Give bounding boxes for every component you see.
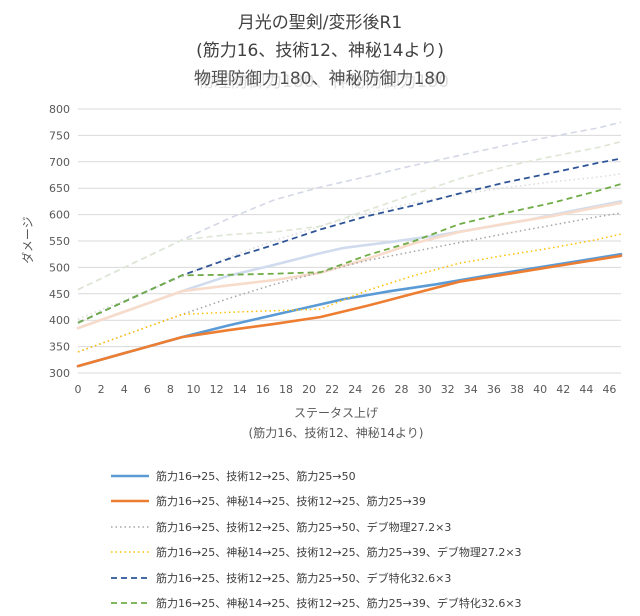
y-tick-label: 450: [49, 288, 70, 301]
y-tick-label: 750: [49, 129, 70, 142]
y-tick-label: 550: [49, 235, 70, 248]
legend-item: 筋力16→25、神秘14→25、技術12→25、筋力25→39、デブ特化32.6…: [110, 591, 630, 616]
legend-swatch: [110, 497, 150, 505]
series-line-3: [78, 234, 621, 352]
x-tick-label: 8: [167, 383, 174, 396]
y-tick-label: 350: [49, 341, 70, 354]
series-line-1: [78, 256, 621, 366]
legend-label: 筋力16→25、技術12→25、筋力25→50、デブ特化32.6×3: [156, 570, 451, 586]
x-tick-label: 30: [418, 383, 432, 396]
series-lines: [78, 122, 621, 366]
x-tick-label: 24: [348, 383, 362, 396]
legend-item: 筋力16→25、技術12→25、筋力25→50: [110, 463, 630, 489]
y-tick-labels: 300 350 400 450 500 550 600 650 700 750 800: [49, 103, 70, 380]
x-tick-label: 6: [144, 383, 151, 396]
legend-swatch: [110, 523, 150, 531]
x-tick-label: 18: [279, 383, 293, 396]
y-tick-label: 500: [49, 261, 70, 274]
x-tick-label: 38: [510, 383, 524, 396]
x-tick-label: 2: [98, 383, 105, 396]
x-axis-label-2: (筋力16、技術12、神秘14より): [249, 425, 424, 440]
x-axis-label: ステータス上げ: [294, 406, 378, 420]
gridlines: [78, 109, 621, 373]
x-tick-label: 36: [487, 383, 501, 396]
legend-swatch: [110, 599, 150, 607]
legend-item: 筋力16→25、技術12→25、筋力25→50、デブ特化32.6×3: [110, 565, 630, 591]
x-tick-label: 0: [75, 383, 82, 396]
legend-item: 筋力16→25、神秘14→25、技術12→25、筋力25→39: [110, 489, 630, 515]
x-tick-label: 16: [256, 383, 270, 396]
legend-label: 筋力16→25、技術12→25、筋力25→50: [156, 468, 356, 484]
x-tick-label: 26: [371, 383, 385, 396]
y-tick-label: 800: [49, 103, 70, 116]
series-line-2: [78, 213, 621, 352]
y-tick-label: 600: [49, 209, 70, 222]
legend-item: 筋力16→25、神秘14→25、技術12→25、筋力25→39、デブ物理27.2…: [110, 540, 630, 566]
series-line-5: [78, 184, 621, 323]
y-tick-label: 700: [49, 156, 70, 169]
legend-swatch: [110, 472, 150, 480]
legend-swatch: [110, 548, 150, 556]
x-tick-label: 22: [325, 383, 339, 396]
x-tick-label: 14: [233, 383, 247, 396]
x-tick-label: 34: [464, 383, 478, 396]
legend-swatch: [110, 574, 150, 582]
x-tick-label: 20: [302, 383, 316, 396]
legend: 筋力16→25、技術12→25、筋力25→50 筋力16→25、神秘14→25、技…: [110, 463, 630, 616]
legend-label: 筋力16→25、神秘14→25、技術12→25、筋力25→39、デブ物理27.2…: [156, 544, 522, 560]
y-tick-label: 400: [49, 314, 70, 327]
x-tick-label: 44: [579, 383, 593, 396]
x-tick-label: 12: [210, 383, 224, 396]
x-tick-label: 10: [187, 383, 201, 396]
y-tick-label: 650: [49, 182, 70, 195]
x-tick-label: 32: [441, 383, 455, 396]
y-tick-label: 300: [49, 367, 70, 380]
legend-item: 筋力16→25、技術12→25、筋力25→50、デブ物理27.2×3: [110, 514, 630, 540]
y-axis-label: ダメージ: [20, 216, 35, 263]
legend-label: 筋力16→25、技術12→25、筋力25→50、デブ物理27.2×3: [156, 519, 451, 535]
legend-label: 筋力16→25、神秘14→25、技術12→25、筋力25→39: [156, 493, 426, 509]
x-tick-label: 40: [533, 383, 547, 396]
legend-label: 筋力16→25、神秘14→25、技術12→25、筋力25→39、デブ特化32.6…: [156, 595, 522, 611]
x-tick-label: 28: [394, 383, 408, 396]
x-tick-label: 42: [556, 383, 570, 396]
x-tick-label: 46: [602, 383, 616, 396]
x-tick-label: 4: [121, 383, 128, 396]
